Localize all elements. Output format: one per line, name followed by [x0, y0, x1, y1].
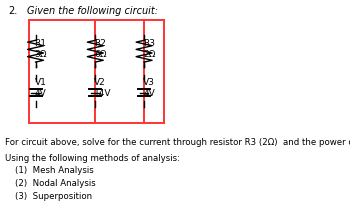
Text: 6Ω: 6Ω — [94, 49, 107, 58]
Text: (3)  Superposition: (3) Superposition — [15, 191, 92, 200]
Text: V1: V1 — [35, 78, 47, 87]
Text: (2)  Nodal Analysis: (2) Nodal Analysis — [15, 178, 96, 187]
Text: Using the following methods of analysis:: Using the following methods of analysis: — [5, 154, 180, 162]
Text: 4V: 4V — [35, 89, 46, 98]
Text: V3: V3 — [143, 78, 155, 87]
Text: For circuit above, solve for the current through resistor R3 (2Ω)  and the power: For circuit above, solve for the current… — [5, 138, 350, 147]
Text: 14V: 14V — [94, 89, 112, 98]
Text: R1: R1 — [35, 39, 47, 47]
Text: V2: V2 — [94, 78, 106, 87]
Text: R2: R2 — [94, 39, 106, 47]
Text: 3Ω: 3Ω — [35, 49, 47, 58]
Text: 4V: 4V — [143, 89, 155, 98]
Text: 2.: 2. — [9, 6, 18, 16]
Text: (1)  Mesh Analysis: (1) Mesh Analysis — [15, 165, 93, 174]
Text: R3: R3 — [143, 39, 155, 47]
Text: Given the following circuit:: Given the following circuit: — [27, 6, 158, 16]
Text: 2Ω: 2Ω — [143, 49, 155, 58]
